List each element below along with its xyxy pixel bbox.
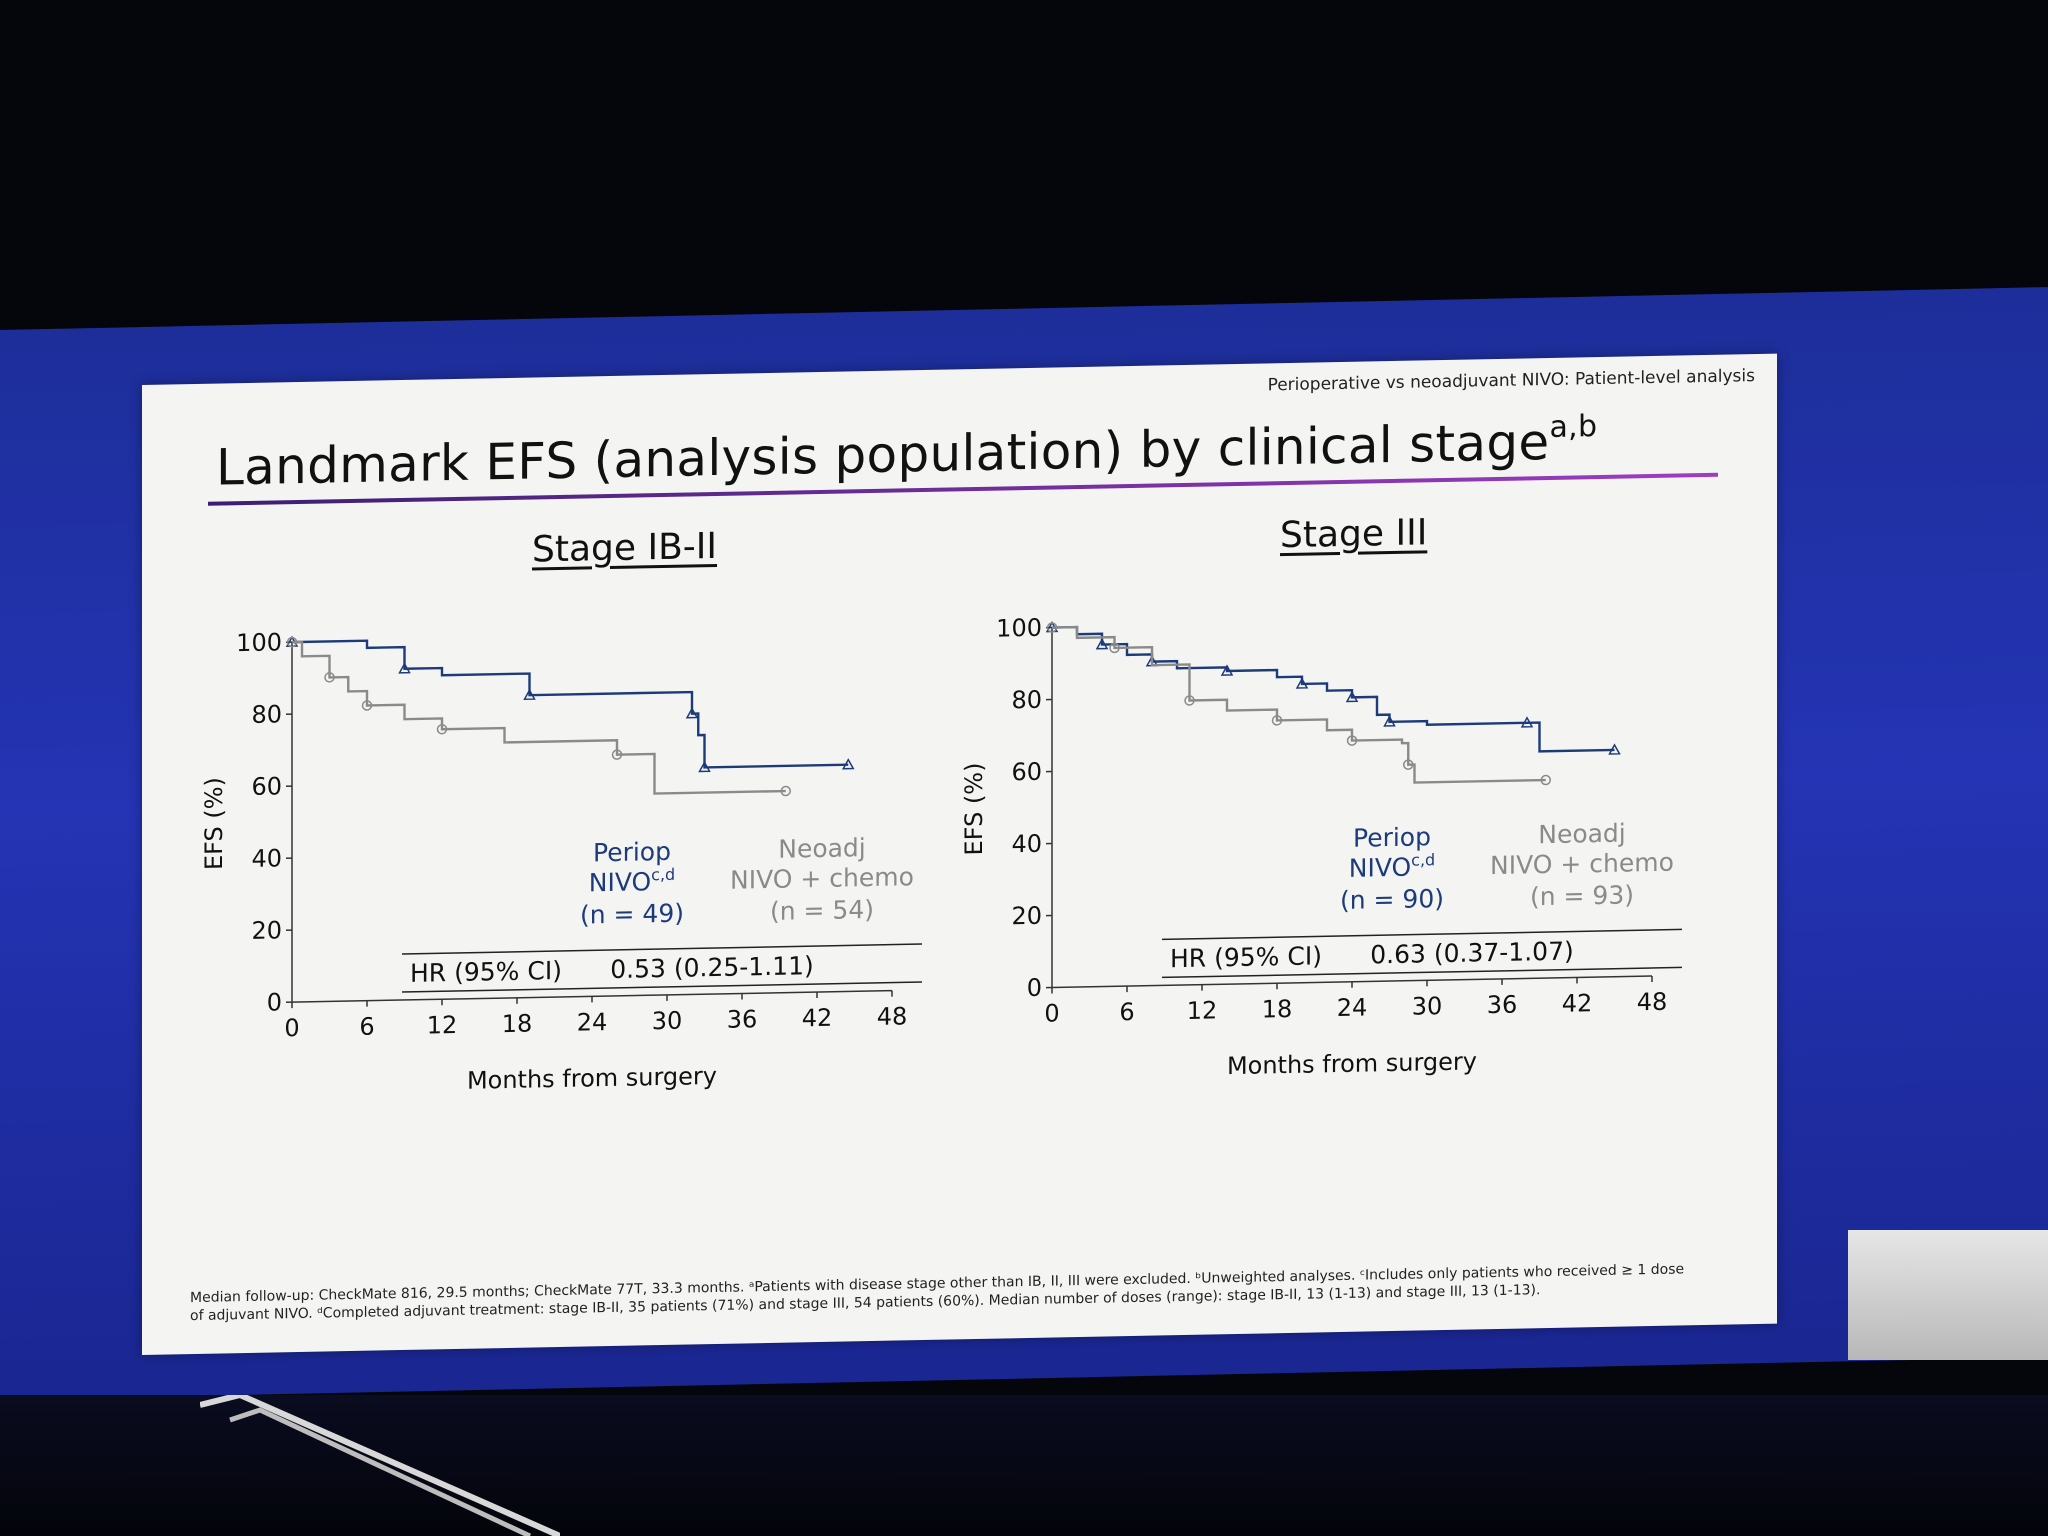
censor-mark <box>1184 695 1195 706</box>
legend-neoadj-name-2: NIVO + chemo <box>730 862 914 895</box>
x-tick-label: 18 <box>1262 995 1293 1024</box>
hr-rule-top <box>1162 928 1682 941</box>
x-tick-label: 42 <box>1562 989 1593 1018</box>
podium <box>1848 1230 2048 1360</box>
y-tick-label: 0 <box>1027 974 1042 1002</box>
censor-mark <box>1383 715 1396 727</box>
legend-perio-name-2: NIVOc,d <box>1349 850 1435 883</box>
legend-perio-n: (n = 49) <box>580 899 684 930</box>
x-axis-label: Months from surgery <box>467 1062 717 1095</box>
series-line <box>1052 625 1615 753</box>
censor-mark <box>1608 743 1621 755</box>
censor-mark <box>1109 642 1120 654</box>
series-line <box>1052 625 1546 784</box>
y-tick-label: 100 <box>236 628 282 657</box>
hr-label: HR (95% CI) <box>410 956 562 988</box>
legend-perio-superscript: c,d <box>651 865 675 884</box>
x-tick-label: 48 <box>1637 988 1668 1017</box>
chart-panel-stage-ib-ii: Stage IB-II 0 20 40 60 80 100 0 6 12 18 24 30 36 42 48… <box>172 510 932 1225</box>
censor-mark <box>1540 774 1551 786</box>
censor-mark <box>685 707 699 719</box>
x-tick-label: 6 <box>359 1013 374 1041</box>
series-line <box>292 639 849 769</box>
censor-mark <box>324 672 335 683</box>
slide-title: Landmark EFS (analysis population) by cl… <box>216 409 1597 497</box>
censor-mark <box>1295 677 1309 689</box>
censor-mark <box>436 723 448 735</box>
x-tick-label: 48 <box>877 1002 908 1031</box>
censor-mark <box>1403 759 1414 770</box>
y-tick-label: 40 <box>1011 830 1042 859</box>
legend-perio-superscript: c,d <box>1411 850 1435 869</box>
y-tick-label: 60 <box>1011 758 1042 787</box>
censor-mark <box>841 758 855 770</box>
series-line <box>292 640 786 795</box>
censor-mark <box>1346 735 1358 746</box>
slide-title-text: Landmark EFS (analysis population) by cl… <box>216 412 1550 497</box>
slide-title-superscript: a,b <box>1549 409 1598 445</box>
x-tick-label: 30 <box>1412 992 1443 1021</box>
hr-value: 0.53 (0.25-1.11) <box>610 951 813 984</box>
y-tick-label: 20 <box>1011 902 1042 931</box>
x-axis-label: Months from surgery <box>1227 1047 1477 1080</box>
y-tick-label: 80 <box>251 700 282 729</box>
x-tick-label: 36 <box>727 1005 758 1034</box>
censor-mark <box>1095 638 1109 650</box>
y-tick-label: 40 <box>251 844 282 873</box>
x-tick-label: 18 <box>502 1010 533 1039</box>
x-tick-label: 30 <box>652 1007 683 1036</box>
y-axis-label: EFS (%) <box>200 777 228 870</box>
x-tick-label: 36 <box>1487 991 1518 1020</box>
censor-mark <box>1345 690 1359 703</box>
legend-perio-name: Periop <box>1353 822 1431 852</box>
y-axis-label: EFS (%) <box>960 762 988 855</box>
y-tick-label: 60 <box>251 772 282 801</box>
chart-panel-stage-iii: Stage III 0 20 40 60 80 100 0 6 12 18 24 30 36 42 48 EF… <box>932 495 1692 1210</box>
censor-mark <box>611 749 623 760</box>
y-tick-label: 80 <box>1011 686 1042 715</box>
y-tick-label: 100 <box>996 614 1042 643</box>
x-tick-label: 0 <box>1044 999 1059 1027</box>
x-tick-label: 12 <box>427 1011 458 1040</box>
x-tick-label: 24 <box>577 1008 608 1037</box>
legend-neoadj-name: Neoadj <box>1538 819 1626 850</box>
hr-value: 0.63 (0.37-1.07) <box>1370 937 1573 970</box>
x-tick-label: 6 <box>1119 998 1134 1026</box>
hr-rule-bottom <box>1162 966 1682 979</box>
censor-mark <box>286 636 298 648</box>
legend-perio-name: Periop <box>593 837 671 867</box>
censor-mark <box>1220 664 1234 676</box>
legend-neoadj-name-2: NIVO + chemo <box>1490 848 1674 881</box>
censor-mark <box>698 760 711 773</box>
y-tick-label: 0 <box>267 988 282 1016</box>
hr-label: HR (95% CI) <box>1170 941 1322 973</box>
censor-mark <box>1271 715 1283 726</box>
footnote: Median follow-up: CheckMate 816, 29.5 mo… <box>190 1261 1685 1325</box>
censor-mark <box>780 785 791 797</box>
y-tick-label: 20 <box>251 916 282 945</box>
x-tick-label: 12 <box>1187 996 1218 1025</box>
presentation-slide: Perioperative vs neoadjuvant NIVO: Patie… <box>142 353 1777 1355</box>
censor-mark <box>1046 622 1058 633</box>
censor-mark <box>1520 716 1534 728</box>
km-chart-stage-iii: 0 20 40 60 80 100 0 6 12 18 24 30 36 42 48 EFS (%) Month… <box>960 614 1682 1080</box>
hr-rule-top <box>402 943 922 955</box>
legend-neoadj-name: Neoadj <box>778 833 866 864</box>
legend-neoadj-n: (n = 93) <box>1530 880 1634 911</box>
x-tick-label: 42 <box>802 1004 833 1033</box>
slide-header: Perioperative vs neoadjuvant NIVO: Patie… <box>1267 366 1755 396</box>
stage-floor <box>0 1395 2048 1536</box>
legend-perio-n: (n = 90) <box>1340 884 1444 915</box>
x-tick-label: 0 <box>284 1014 299 1042</box>
hr-rule-bottom <box>402 981 922 993</box>
stair-rail <box>200 1395 560 1536</box>
censor-mark <box>361 700 373 711</box>
km-chart-stage-ib-ii: 0 20 40 60 80 100 0 6 12 18 24 30 36 42 48 EFS (%) Month… <box>200 628 922 1095</box>
legend-neoadj-n: (n = 54) <box>770 895 874 926</box>
censor-mark <box>398 662 411 674</box>
legend-perio-name-2: NIVOc,d <box>589 865 675 898</box>
x-tick-label: 24 <box>1337 993 1368 1022</box>
censor-mark <box>523 688 536 701</box>
